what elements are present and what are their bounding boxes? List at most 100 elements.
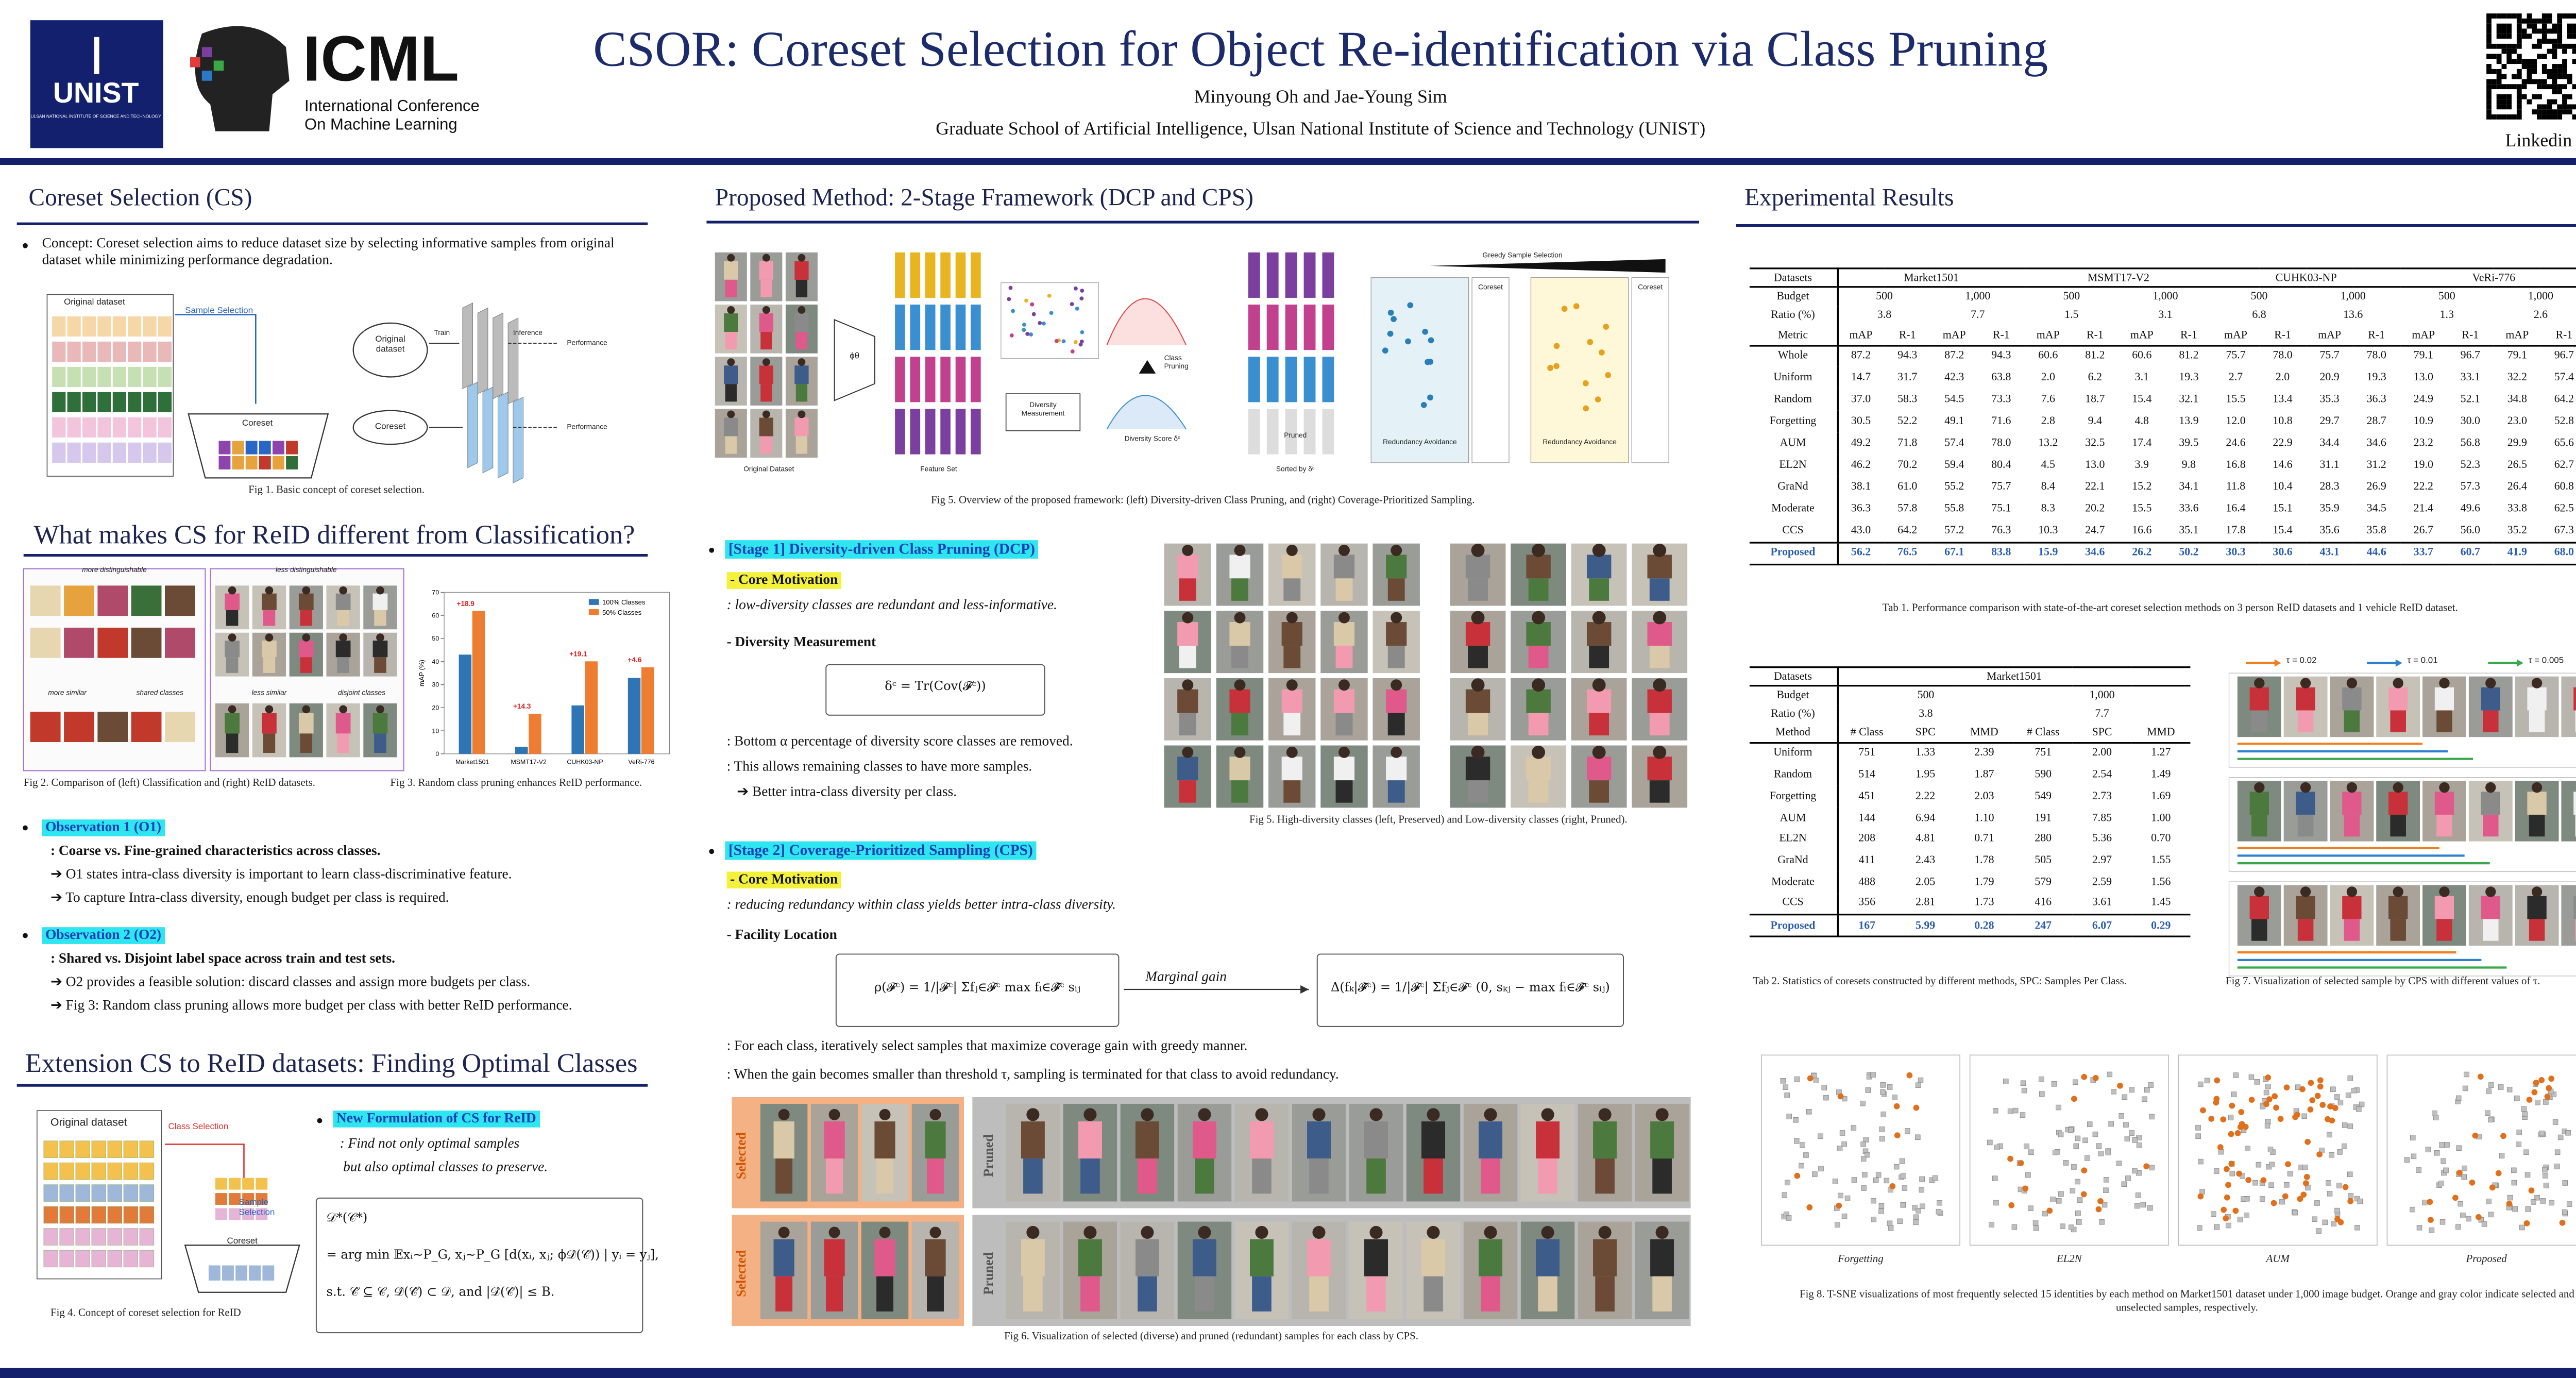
figure-label: more distinguishable bbox=[82, 565, 147, 574]
photo-figure bbox=[1592, 745, 1606, 759]
data-tile bbox=[107, 1184, 123, 1202]
data-tile bbox=[43, 1228, 58, 1246]
x-tick-label: Market1501 bbox=[455, 758, 489, 765]
photo-figure bbox=[826, 1276, 843, 1312]
scatter-dot bbox=[1061, 339, 1066, 344]
network-layer bbox=[507, 317, 519, 405]
table-cell: # Class bbox=[2013, 724, 2073, 744]
tsne-point bbox=[2248, 1074, 2255, 1080]
table-cell: 416 bbox=[2035, 897, 2052, 910]
tsne-point bbox=[2028, 1149, 2034, 1155]
photo-figure bbox=[1386, 554, 1407, 579]
tsne-point bbox=[2327, 1191, 2333, 1197]
photo-figure bbox=[263, 610, 276, 626]
photo-figure bbox=[1080, 1276, 1100, 1312]
table-cell: 35.3 bbox=[2319, 394, 2340, 406]
qr-module bbox=[2557, 64, 2563, 69]
photo-figure bbox=[929, 1226, 941, 1238]
network-layer bbox=[482, 386, 494, 474]
data-tile bbox=[67, 341, 81, 362]
qr-module bbox=[2527, 18, 2532, 24]
photo-figure bbox=[795, 436, 808, 454]
qr-module bbox=[2496, 23, 2502, 29]
photo-figure bbox=[1229, 554, 1250, 579]
y-tick-label: 30 bbox=[432, 681, 439, 688]
data-tile bbox=[52, 417, 66, 438]
photo-figure bbox=[1195, 1158, 1214, 1194]
scatter-dot bbox=[1073, 340, 1078, 344]
paragraph: Concept: Coreset selection aims to reduc… bbox=[42, 236, 615, 268]
photo-figure bbox=[337, 610, 349, 626]
table-cell: 4.5 bbox=[2041, 459, 2055, 472]
qr-module bbox=[2572, 104, 2576, 110]
table-cell: Uniform bbox=[1749, 367, 1838, 389]
qr-module bbox=[2562, 64, 2567, 69]
tsne-point bbox=[2116, 1161, 2122, 1167]
qr-module bbox=[2496, 99, 2502, 105]
photo-figure bbox=[925, 1239, 946, 1276]
photo-figure bbox=[226, 610, 239, 626]
tsne-point bbox=[2476, 1214, 2482, 1220]
photo-figure bbox=[1195, 1276, 1214, 1312]
photo-figure bbox=[1177, 689, 1198, 713]
table-cell: mAP bbox=[2212, 326, 2260, 346]
photo-figure bbox=[798, 306, 806, 314]
feature-bar bbox=[1248, 252, 1260, 298]
photo-figure bbox=[1471, 611, 1485, 625]
table-cell: R-1 bbox=[1977, 326, 2025, 346]
tsne-point bbox=[2456, 1169, 2463, 1176]
photo-figure bbox=[727, 306, 735, 314]
y-tick-label: 60 bbox=[432, 612, 439, 619]
qr-module bbox=[2496, 69, 2502, 74]
qr-module bbox=[2506, 43, 2512, 49]
table-cell: 83.8 bbox=[1977, 541, 2025, 565]
tsne-point bbox=[2148, 1082, 2154, 1088]
qr-module bbox=[2516, 84, 2522, 90]
tsne-point bbox=[1937, 1200, 1942, 1206]
table-cell: 1,000 bbox=[1965, 291, 1991, 304]
tsne-point bbox=[2104, 1177, 2109, 1183]
tsne-point bbox=[2309, 1097, 2316, 1103]
table-cell: 96.7 bbox=[2554, 350, 2574, 363]
paragraph: but also optimal classes to preserve. bbox=[343, 1159, 548, 1175]
scatter-dot bbox=[1075, 306, 1079, 311]
tsne-point bbox=[1794, 1172, 1801, 1179]
tsne-point bbox=[2268, 1182, 2274, 1188]
photo-figure bbox=[1078, 1239, 1102, 1276]
data-tile bbox=[107, 1250, 123, 1268]
tsne-point bbox=[2285, 1161, 2291, 1167]
photo-figure bbox=[879, 1226, 891, 1238]
table-cell: 23.0 bbox=[2507, 415, 2527, 428]
table-cell: 7.7 bbox=[2095, 708, 2109, 720]
tsne-point bbox=[2069, 1224, 2074, 1230]
tsne-point bbox=[2425, 1147, 2431, 1152]
photo-figure bbox=[826, 1158, 843, 1194]
table-cell: 39.5 bbox=[2179, 438, 2199, 450]
table-header-row: Metric mAP R-1 mAP R-1 mAP R-1 mAP R-1 mAP R-1 mAP R… bbox=[1749, 326, 2576, 346]
qr-module bbox=[2557, 18, 2563, 24]
photo-figure bbox=[1532, 678, 1546, 692]
feature-bar bbox=[940, 409, 951, 455]
table-cell: 19.0 bbox=[2413, 459, 2433, 472]
data-tile bbox=[112, 316, 126, 337]
tsne-point bbox=[2348, 1193, 2354, 1199]
feature-bar bbox=[1285, 357, 1297, 402]
tsne-point bbox=[2224, 1166, 2230, 1172]
data-tile bbox=[91, 1250, 107, 1268]
data-tile bbox=[229, 1193, 241, 1205]
table-cell: 31.1 bbox=[2319, 459, 2340, 472]
table-cell: 7.7 bbox=[1971, 310, 1985, 323]
photo-figure bbox=[828, 1108, 840, 1120]
data-tile bbox=[256, 1208, 268, 1220]
photo-figure bbox=[1528, 713, 1549, 736]
data-tile bbox=[158, 392, 172, 413]
table-cell: MMD bbox=[2131, 724, 2191, 744]
photo-figure bbox=[828, 1226, 840, 1238]
qr-module bbox=[2516, 13, 2522, 19]
photo-figure bbox=[376, 633, 384, 642]
photo-figure bbox=[1312, 1225, 1326, 1239]
bar bbox=[628, 678, 641, 754]
table-cell: 16.6 bbox=[2132, 525, 2152, 537]
photo-figure bbox=[2436, 814, 2452, 837]
data-tile bbox=[59, 1206, 75, 1224]
